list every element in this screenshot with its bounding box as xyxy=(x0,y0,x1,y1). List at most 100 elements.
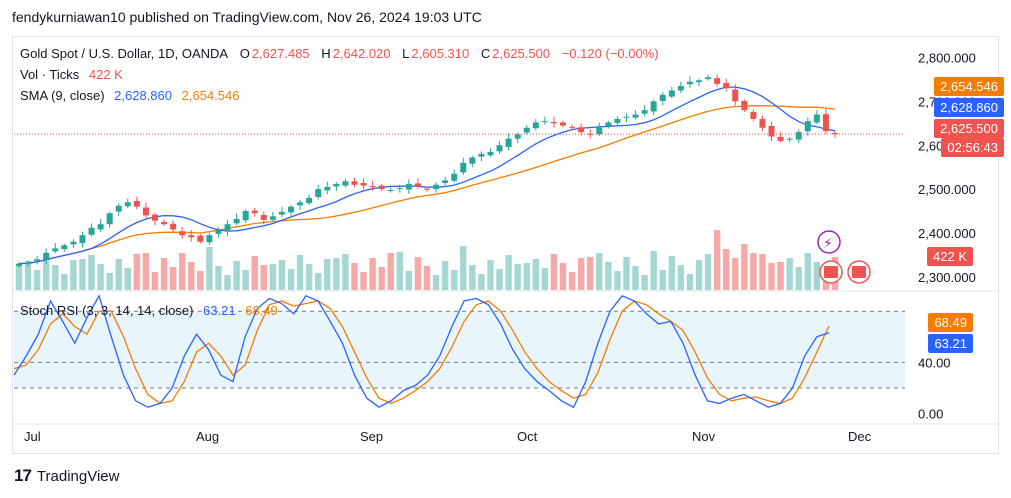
volume-bar xyxy=(768,263,775,290)
stoch-label[interactable]: Stoch RSI (3, 3, 14, 14, close) xyxy=(20,303,194,318)
candle-body xyxy=(133,200,140,207)
volume-bar xyxy=(369,258,376,290)
price-axis-tick: 2,800.000 xyxy=(918,51,976,66)
stoch-d-tag: 68.49 xyxy=(928,313,973,332)
us-flag-glyph-icon xyxy=(824,266,838,278)
volume-bar xyxy=(750,253,757,290)
candle-body xyxy=(677,86,684,91)
volume-bar xyxy=(496,269,503,290)
volume-bar xyxy=(43,256,50,290)
volume-bar xyxy=(160,258,168,290)
candle-body xyxy=(396,188,403,190)
volume-bar xyxy=(79,259,86,290)
volume-bar xyxy=(260,265,267,290)
volume-bar xyxy=(514,264,521,290)
candle-body xyxy=(233,218,240,224)
candle-body xyxy=(161,222,168,225)
candle-body xyxy=(288,206,294,213)
candle-body xyxy=(596,127,603,135)
stoch-k-tag: 63.21 xyxy=(928,334,973,353)
price-axis-tick: 2,400.000 xyxy=(918,226,976,241)
volume-bar xyxy=(559,263,567,290)
volume-bar xyxy=(614,271,621,290)
candle-body xyxy=(433,184,440,190)
stoch-k-value: 63.21 xyxy=(203,303,236,318)
price-axis-tick: 2,300.000 xyxy=(918,270,976,285)
candle-body xyxy=(686,81,693,85)
candle-body xyxy=(79,235,86,244)
legend-symbol-row: Gold Spot / U.S. Dollar, 1D, OANDA O 2,62… xyxy=(20,46,661,61)
candle-body xyxy=(650,101,657,112)
volume-bar xyxy=(378,267,385,290)
volume-bar xyxy=(804,253,811,290)
candle-body xyxy=(813,114,820,123)
volume-bar xyxy=(133,254,141,290)
candle-body xyxy=(206,235,213,243)
candle-body xyxy=(541,121,548,123)
time-axis-label: Oct xyxy=(517,429,538,444)
volume-bar xyxy=(97,264,104,290)
candle-body xyxy=(478,154,485,157)
candle-body xyxy=(759,118,766,128)
volume-bar xyxy=(88,255,95,290)
symbol-name[interactable]: Gold Spot / U.S. Dollar, 1D, OANDA xyxy=(20,46,229,61)
candle-body xyxy=(614,118,621,123)
candle-body xyxy=(569,126,576,128)
candle-body xyxy=(215,230,222,234)
volume-value: 422 K xyxy=(88,67,123,82)
volume-bar xyxy=(188,262,195,290)
volume-bar xyxy=(541,268,549,290)
volume-bar xyxy=(713,230,721,290)
volume-bar xyxy=(686,274,694,290)
volume-bar xyxy=(550,254,558,290)
time-axis-label: Dec xyxy=(848,429,872,444)
volume-bar xyxy=(251,256,258,290)
candle-body xyxy=(705,77,712,80)
candle-body xyxy=(260,215,267,220)
sma-slow-price-tag: 2,654.546 xyxy=(934,77,1004,96)
volume-bar xyxy=(505,255,512,290)
footer-brand[interactable]: 17 TradingView xyxy=(14,466,119,486)
time-axis-label: Aug xyxy=(196,429,219,444)
time-axis-label: Nov xyxy=(692,429,716,444)
volume-bar xyxy=(677,265,685,290)
time-axis-label: Jul xyxy=(24,429,41,444)
candle-body xyxy=(142,207,149,216)
sma-label[interactable]: SMA (9, close) xyxy=(20,88,105,103)
stoch-d-line xyxy=(13,300,830,405)
volume-bar xyxy=(641,275,648,290)
volume-bar xyxy=(478,274,485,290)
volume-bar xyxy=(61,274,68,290)
low-value: 2,605.310 xyxy=(411,46,470,61)
volume-bar xyxy=(278,260,286,290)
volume-bar xyxy=(523,263,530,290)
candle-body xyxy=(369,186,376,188)
change-value: −0.120 (−0.00%) xyxy=(561,46,659,61)
candle-body xyxy=(34,259,41,262)
candle-body xyxy=(714,78,721,84)
candle-body xyxy=(414,183,421,187)
volume-tag: 422 K xyxy=(927,247,973,266)
volume-bar xyxy=(197,271,204,290)
volume-label[interactable]: Vol · Ticks xyxy=(20,67,80,82)
chart-frame xyxy=(12,36,999,454)
candle-body xyxy=(306,197,313,204)
volume-bar xyxy=(396,252,403,290)
candle-body xyxy=(696,80,702,83)
volume-bar xyxy=(387,253,394,290)
candle-body xyxy=(351,181,358,185)
candle-body xyxy=(269,216,276,220)
candle-body xyxy=(297,202,304,206)
volume-bar xyxy=(704,254,712,290)
candle-body xyxy=(768,125,775,137)
candle-body xyxy=(70,241,77,245)
sma-value-fast: 2,628.860 xyxy=(114,88,172,103)
volume-bar xyxy=(741,244,748,290)
volume-bar xyxy=(441,261,449,290)
tradingview-logo-icon: 17 xyxy=(14,466,32,485)
candle-body xyxy=(514,134,521,139)
volume-bar xyxy=(487,260,494,290)
legend-sma-row: SMA (9, close) 2,628.860 2,654.546 xyxy=(20,88,241,103)
candle-body xyxy=(786,138,793,140)
